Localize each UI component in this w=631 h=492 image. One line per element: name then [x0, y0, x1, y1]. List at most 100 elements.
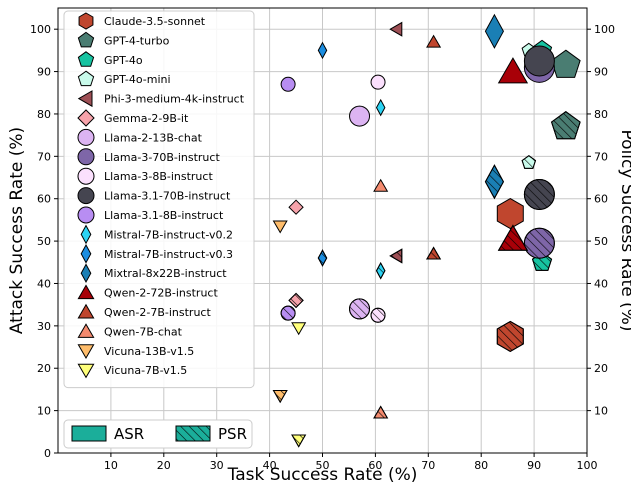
style-legend-label: ASR	[114, 425, 144, 443]
psr-point-qwen-2-7b-instruct-hatch	[426, 246, 442, 260]
y-tick-label: 100	[30, 23, 51, 36]
x-axis-label: Task Success Rate (%)	[227, 465, 418, 485]
legend-label: Vicuna-13B-v1.5	[104, 345, 194, 358]
legend-marker	[77, 187, 95, 205]
psr-point-mistral-7b-instruct-v0-3-hatch	[317, 249, 328, 267]
y-tick-label: 20	[37, 362, 51, 375]
y-tick-label: 10	[37, 405, 51, 418]
x-tick-label: 80	[474, 459, 488, 472]
legend-label: Qwen-7B-chat	[104, 325, 183, 338]
legend-label: Phi-3-medium-4k-instruct	[104, 93, 245, 106]
psr-point-llama-2-13b-chat-hatch	[349, 298, 371, 320]
y-tick-label: 80	[37, 108, 51, 121]
y2-tick-label: 20	[594, 362, 608, 375]
y-axis-label: Attack Success Rate (%)	[7, 127, 27, 334]
axes: 10 20 30 40 50 60 70 80 90 100 0 10 20 30 40 50 60 70 80 90…	[30, 23, 615, 472]
asr-point-vicuna-13b-v1-5	[272, 220, 288, 234]
asr-point-llama-3-1-8b-instruct	[280, 76, 296, 92]
x-tick-label: 60	[368, 459, 382, 472]
legend-marker	[77, 31, 95, 48]
asr-point-gemma-2-9b-it	[288, 199, 304, 215]
data-markers	[272, 13, 581, 448]
legend-marker	[77, 363, 95, 379]
asr-point-mixtral-8x22b-instruct	[484, 13, 504, 49]
legend-marker	[80, 243, 92, 264]
psr-point-llama-3-8b-instruct-hatch	[370, 307, 386, 323]
legend-box	[63, 10, 255, 389]
y-tick-label: 40	[37, 277, 51, 290]
legend-marker	[77, 148, 95, 166]
psr-point-gemma-2-9b-it-hatch	[288, 292, 304, 309]
legend-marker	[77, 90, 93, 108]
style-legend-label: PSR	[218, 425, 247, 443]
y-tick-label: 30	[37, 320, 51, 333]
asr-point-llama-3-8b-instruct	[370, 74, 386, 90]
y2-tick-label: 70	[594, 150, 608, 163]
legend-marker	[77, 303, 95, 319]
legend-label: Qwen-2-7B-instruct	[104, 306, 211, 319]
psr-point-qwen-7b-chat-hatch	[373, 405, 389, 419]
legend-marker	[77, 344, 95, 360]
legend-label: Llama-3-8B-instruct	[104, 170, 213, 183]
legend-label: Llama-2-13B-chat	[104, 131, 203, 144]
y-tick-label: 70	[37, 150, 51, 163]
asr-point-mistral-7b-instruct-v0-2	[375, 98, 386, 117]
asr-point-qwen-2-72b-instruct	[497, 57, 529, 84]
x-tick-label: 10	[104, 459, 118, 472]
legend-marker	[77, 323, 95, 338]
legend-marker	[80, 263, 92, 284]
style-legend-swatch-hatch	[175, 425, 211, 442]
y2-tick-label: 50	[594, 235, 608, 248]
y2-tick-label: 30	[594, 320, 608, 333]
y2-tick-label: 100	[594, 23, 615, 36]
legend-label: Mistral-7B-instruct-v0.3	[104, 248, 233, 261]
psr-point-phi-3-medium-4k-instruct-hatch	[389, 248, 403, 264]
legend-label: Gemma-2-9B-it	[104, 112, 189, 125]
y-tick-label: 90	[37, 66, 51, 79]
psr-point-claude-3-5-sonnet-hatch	[496, 320, 524, 353]
asr-point-qwen-7b-chat	[373, 178, 389, 192]
psr-point-llama-3-1-70b-instruct-hatch	[523, 178, 555, 210]
y-tick-label: 0	[44, 447, 51, 460]
legend-label: Mistral-7B-instruct-v0.2	[104, 228, 233, 241]
x-tick-label: 30	[210, 459, 224, 472]
y2-tick-label: 10	[594, 405, 608, 418]
legend-label: GPT-4o-mini	[104, 73, 171, 86]
asr-point-vicuna-7b-v1-5	[291, 322, 307, 336]
x-tick-label: 20	[157, 459, 171, 472]
psr-point-gpt-4o-mini-hatch	[521, 155, 537, 169]
psr-point-gpt-4-turbo-hatch	[550, 111, 581, 140]
legend-label: Llama-3.1-70B-instruct	[104, 190, 231, 203]
asr-point-gpt-4-turbo	[550, 49, 581, 78]
legend-marker	[77, 167, 95, 185]
psr-point-vicuna-13b-v1-5-hatch	[272, 390, 288, 404]
y2-tick-label: 90	[594, 66, 608, 79]
legend-label: Vicuna-7B-v1.5	[104, 364, 187, 377]
legend-label: Mixtral-8x22B-instruct	[104, 267, 227, 280]
x-tick-label: 100	[577, 459, 598, 472]
legend-marker	[77, 70, 95, 87]
legend-marker	[78, 12, 94, 30]
psr-point-llama-3-70b-instruct-hatch	[523, 227, 555, 259]
legend-marker	[77, 206, 95, 224]
psr-point-qwen-2-72b-instruct-hatch	[497, 224, 529, 251]
x-tick-label: 90	[527, 459, 541, 472]
y2-axis-label: Policy Success Rate (%)	[617, 130, 631, 332]
y2-tick-label: 40	[594, 277, 608, 290]
legend-label: Llama-3.1-8B-instruct	[104, 209, 224, 222]
legend-label: GPT-4-turbo	[104, 34, 170, 47]
legend-label: GPT-4o	[104, 54, 143, 67]
asr-point-llama-2-13b-chat	[349, 105, 371, 127]
legend-marker	[77, 284, 95, 300]
asr-point-llama-3-1-70b-instruct	[523, 45, 555, 77]
y2-tick-label: 80	[594, 108, 608, 121]
asr-point-mistral-7b-instruct-v0-3	[317, 41, 328, 60]
psr-point-mixtral-8x22b-instruct-hatch	[484, 164, 504, 200]
legend-label: Claude-3.5-sonnet	[104, 15, 206, 28]
y-tick-label: 60	[37, 193, 51, 206]
x-tick-label: 50	[316, 459, 330, 472]
psr-point-mistral-7b-instruct-v0-2-hatch	[375, 262, 386, 280]
asr-point-qwen-2-7b-instruct	[426, 34, 442, 48]
